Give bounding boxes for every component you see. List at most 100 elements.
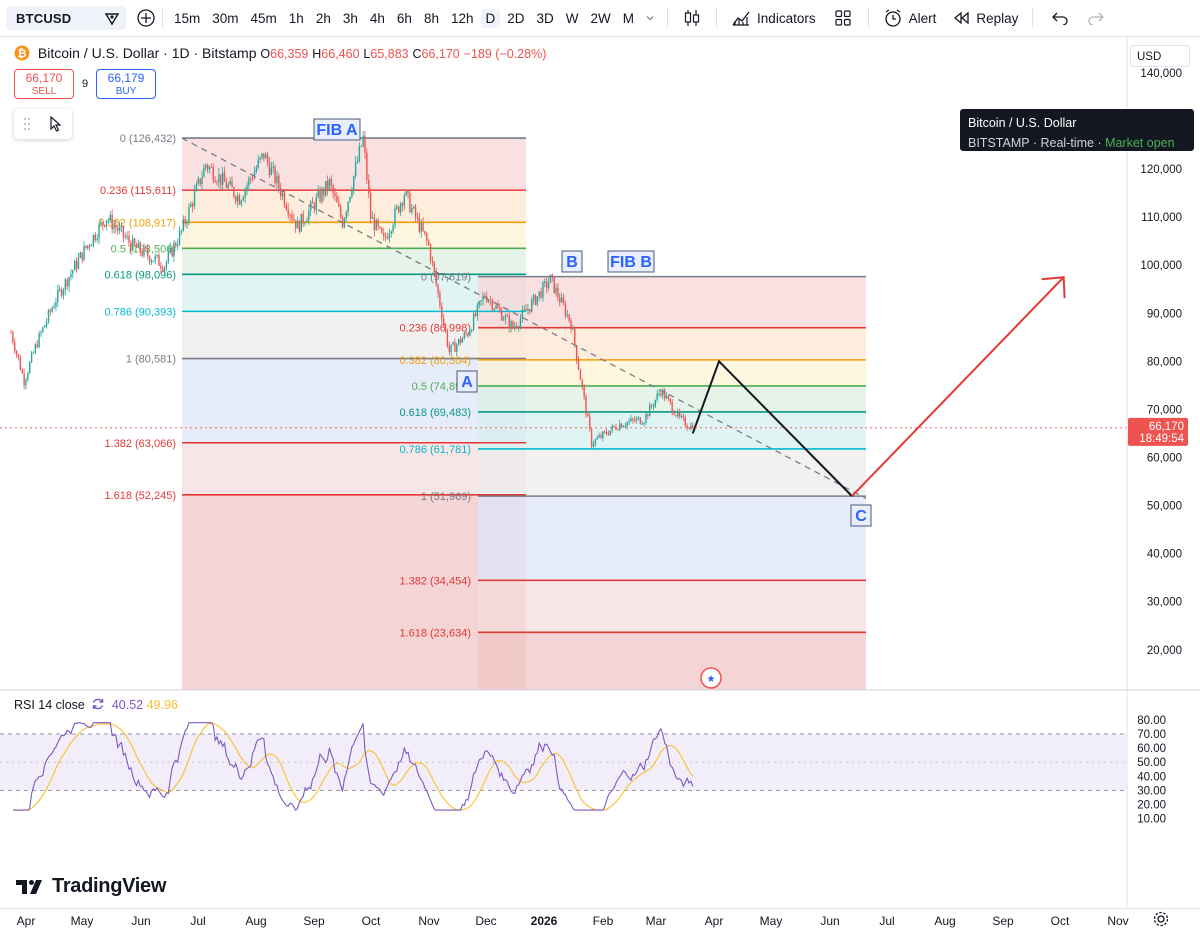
- sell-button[interactable]: 66,170 SELL: [14, 69, 74, 99]
- price-chart[interactable]: 0 (126,432)0.236 (115,611)0.382 (108,917…: [0, 37, 1200, 908]
- fib-zone-fills: [182, 138, 866, 690]
- symbol-flag-icon[interactable]: [104, 10, 120, 26]
- candle-body: [527, 308, 529, 311]
- candle-body: [383, 233, 385, 236]
- candle-body: [418, 217, 421, 232]
- candle-body: [289, 214, 291, 216]
- candle-body: [583, 386, 585, 397]
- interval-2w[interactable]: 2W: [590, 10, 611, 26]
- fib-b-label: FIB B: [610, 254, 652, 271]
- fib-b-level-label: 0.382 (80,304): [399, 355, 471, 367]
- interval-m[interactable]: M: [622, 10, 635, 26]
- candle-body: [669, 398, 671, 403]
- candle-body: [394, 208, 396, 226]
- candle-type-icon[interactable]: [682, 8, 702, 28]
- candle-body: [564, 303, 567, 316]
- candle-body: [403, 195, 406, 206]
- candle-body: [229, 181, 231, 185]
- alert-button[interactable]: Alert: [875, 8, 945, 28]
- symbol-search[interactable]: BTCUSD: [6, 6, 126, 30]
- candle-body: [109, 214, 111, 221]
- candle-body: [660, 393, 662, 396]
- layout-grid-icon[interactable]: [834, 9, 852, 27]
- candle-body: [126, 235, 128, 237]
- rsi-tick-label: 70.00: [1137, 729, 1166, 741]
- candle-body: [44, 325, 46, 328]
- settings-gear-icon[interactable]: [1152, 910, 1170, 928]
- candle-body: [652, 406, 655, 408]
- candle-body: [311, 201, 314, 204]
- interval-1h[interactable]: 1h: [288, 10, 304, 26]
- compare-add-icon[interactable]: [136, 8, 156, 28]
- drag-handle-icon[interactable]: [23, 117, 31, 131]
- interval-45m[interactable]: 45m: [250, 10, 277, 26]
- candle-body: [622, 426, 625, 428]
- candle-body: [246, 185, 248, 190]
- buy-button[interactable]: 66,179 BUY: [96, 69, 156, 99]
- candle-body: [40, 332, 42, 334]
- time-axis[interactable]: Apr May Jun Jul Aug Sep Oct Nov Dec 2026 Feb Mar Apr…: [0, 908, 1200, 937]
- candle-body: [647, 414, 649, 417]
- candle-body: [122, 226, 125, 237]
- candle-body: [216, 182, 218, 184]
- candle-body: [274, 166, 276, 184]
- interval-15m[interactable]: 15m: [174, 10, 201, 26]
- alert-label: Alert: [908, 10, 937, 26]
- candle-body: [390, 231, 392, 234]
- interval-8h[interactable]: 8h: [423, 10, 439, 26]
- fib-b-zone: [478, 448, 866, 497]
- undo-icon[interactable]: [1051, 11, 1069, 25]
- rsi-pane: 80.00 70.00 60.00 50.00 40.00 30.00 20.00 10.00: [0, 689, 1200, 908]
- candle-body: [15, 351, 18, 355]
- candle-body: [502, 319, 505, 321]
- candle-body: [686, 425, 688, 428]
- sell-price: 66,170: [25, 71, 63, 85]
- candle-body: [590, 428, 593, 447]
- sync-icon[interactable]: [91, 697, 105, 711]
- interval-dropdown-chevron-icon[interactable]: [645, 13, 655, 23]
- interval-d[interactable]: D: [480, 8, 501, 28]
- candle-body: [92, 234, 95, 246]
- interval-2d[interactable]: 2D: [507, 10, 525, 26]
- currency-label: USD: [1137, 51, 1162, 63]
- candle-body: [118, 227, 121, 231]
- interval-3d[interactable]: 3D: [536, 10, 554, 26]
- candle-body: [276, 175, 278, 184]
- candle-body: [36, 344, 38, 348]
- candle-body: [251, 178, 254, 180]
- interval-6h[interactable]: 6h: [396, 10, 412, 26]
- open-label: O: [260, 47, 271, 61]
- interval-3h[interactable]: 3h: [342, 10, 358, 26]
- cursor-arrow-icon[interactable]: [49, 116, 63, 132]
- wave-a-label-box: [456, 370, 478, 393]
- candle-body: [530, 300, 533, 312]
- candle-body: [375, 219, 377, 231]
- candle-body: [575, 345, 578, 361]
- candle-body: [102, 222, 104, 225]
- toolbar-divider: [1032, 8, 1034, 28]
- candle-body: [206, 164, 209, 170]
- buy-label: BUY: [115, 86, 137, 97]
- candle-body: [30, 352, 33, 363]
- fib-a-label-box: [313, 118, 361, 141]
- candle-body: [594, 439, 597, 444]
- candle-body: [519, 318, 522, 327]
- candle-body: [663, 389, 666, 399]
- interval-12h[interactable]: 12h: [450, 10, 474, 26]
- candle-body: [426, 233, 428, 241]
- interval-30m[interactable]: 30m: [212, 10, 239, 26]
- interval-w[interactable]: W: [565, 10, 579, 26]
- currency-selector[interactable]: USD: [1130, 45, 1190, 67]
- candle-body: [162, 268, 164, 271]
- candle-body: [265, 154, 267, 159]
- interval-4h[interactable]: 4h: [369, 10, 385, 26]
- redo-icon[interactable]: [1087, 11, 1105, 25]
- candle-body: [354, 162, 357, 177]
- annotations: FIB A FIB B A B C ★: [0, 118, 1127, 689]
- candle-body: [484, 295, 486, 297]
- replay-button[interactable]: Replay: [944, 10, 1026, 26]
- candle-body: [613, 425, 615, 427]
- interval-2h[interactable]: 2h: [315, 10, 331, 26]
- indicators-button[interactable]: Indicators: [723, 9, 824, 27]
- candle-body: [427, 240, 430, 245]
